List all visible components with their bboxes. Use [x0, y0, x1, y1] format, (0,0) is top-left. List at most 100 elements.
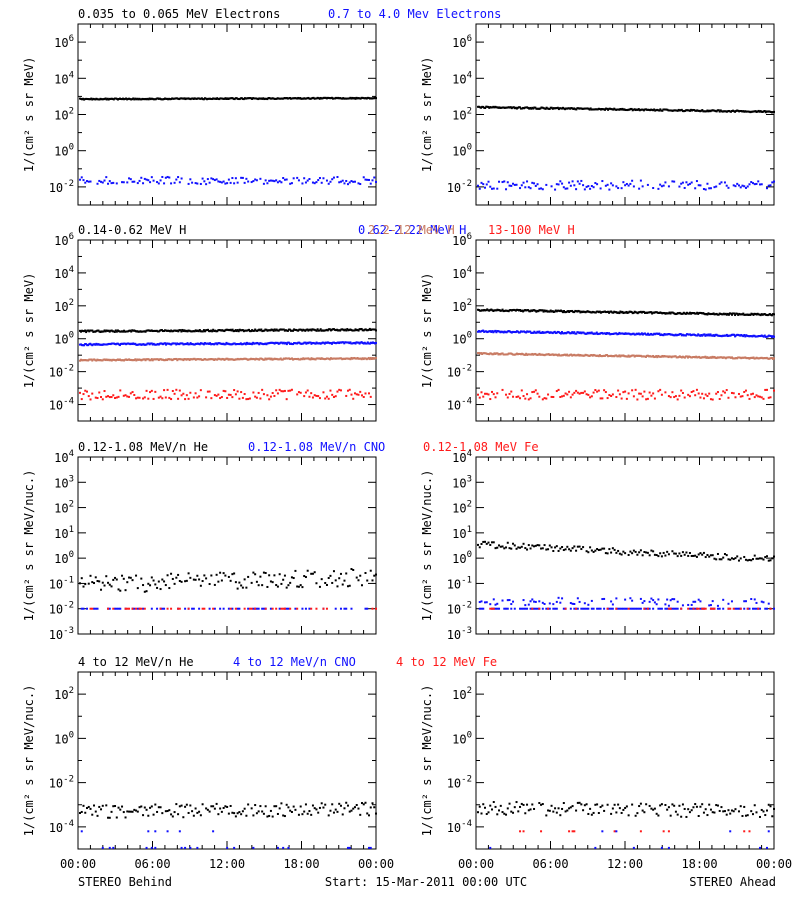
data-point [655, 311, 658, 314]
data-point [151, 97, 154, 100]
data-point [544, 107, 547, 110]
data-point [185, 97, 188, 100]
data-point [364, 392, 367, 395]
data-point [669, 109, 672, 112]
data-point [599, 332, 602, 335]
data-point [320, 181, 323, 184]
data-point [187, 358, 190, 361]
data-point [318, 177, 321, 180]
data-point [680, 389, 683, 392]
data-point [480, 607, 483, 610]
data-point [161, 607, 164, 610]
data-point [721, 110, 724, 113]
data-point [677, 333, 680, 336]
data-point [760, 396, 763, 399]
data-point [500, 309, 503, 312]
data-point [296, 607, 299, 610]
data-point [259, 342, 262, 345]
data-point [176, 359, 179, 362]
data-point [112, 358, 115, 361]
data-point [162, 330, 165, 333]
data-point [724, 334, 727, 337]
data-point [166, 329, 169, 332]
data-point [489, 804, 492, 807]
data-point [540, 803, 543, 806]
data-point [652, 333, 655, 336]
data-point [305, 328, 308, 331]
data-point [122, 97, 125, 100]
data-point [557, 183, 560, 186]
data-point [756, 110, 759, 113]
data-point [310, 329, 313, 332]
data-point [240, 176, 243, 179]
y-tick-label: 104 [54, 265, 74, 281]
data-point [656, 108, 659, 111]
data-point [647, 354, 650, 357]
data-point [648, 333, 651, 336]
data-point [306, 179, 309, 182]
y-tick-label: 106 [452, 34, 472, 50]
data-point [568, 181, 571, 184]
data-point [285, 586, 288, 589]
data-point [94, 343, 97, 346]
data-point [552, 603, 555, 606]
data-point [139, 358, 142, 361]
data-point [662, 830, 665, 833]
data-point [170, 607, 173, 610]
data-point [596, 354, 599, 357]
data-point [657, 814, 660, 817]
data-point [773, 313, 775, 316]
data-point [84, 343, 87, 346]
data-point [496, 187, 499, 190]
data-point [250, 97, 253, 100]
data-point [769, 396, 772, 399]
data-point [348, 328, 351, 331]
data-point [747, 110, 750, 113]
data-point [592, 550, 595, 553]
data-point [629, 355, 632, 358]
data-point [252, 846, 255, 849]
data-point [534, 389, 537, 392]
data-point [708, 803, 711, 806]
data-point [616, 108, 619, 111]
y-tick-label: 10-4 [49, 397, 74, 413]
data-point [528, 107, 531, 110]
data-point [533, 106, 536, 109]
data-point [519, 830, 522, 833]
data-point [331, 328, 334, 331]
data-point [575, 549, 578, 552]
data-point [91, 359, 94, 362]
data-point [587, 107, 590, 110]
data-point [345, 341, 348, 344]
data-point [105, 358, 108, 361]
data-point [758, 313, 761, 316]
data-point [262, 393, 265, 396]
data-point [234, 329, 237, 332]
data-point [312, 96, 315, 99]
data-point [128, 607, 131, 610]
data-point [573, 830, 576, 833]
data-point [299, 805, 302, 808]
data-point [730, 809, 733, 812]
data-point [250, 607, 253, 610]
data-point [129, 178, 132, 181]
data-point [338, 329, 341, 332]
data-point [217, 342, 220, 345]
data-point [251, 97, 254, 100]
data-point [130, 98, 133, 101]
data-point [131, 329, 134, 332]
data-point [491, 607, 494, 610]
data-point [223, 358, 226, 361]
data-point [215, 97, 218, 100]
data-point [264, 179, 267, 182]
data-point [139, 330, 142, 333]
data-point [220, 329, 223, 332]
data-point [161, 343, 164, 346]
data-point [727, 109, 730, 112]
data-point [336, 390, 339, 393]
data-point [674, 552, 677, 555]
data-point [733, 312, 736, 315]
data-point [674, 810, 677, 813]
data-point [275, 584, 278, 587]
data-point [229, 579, 232, 582]
